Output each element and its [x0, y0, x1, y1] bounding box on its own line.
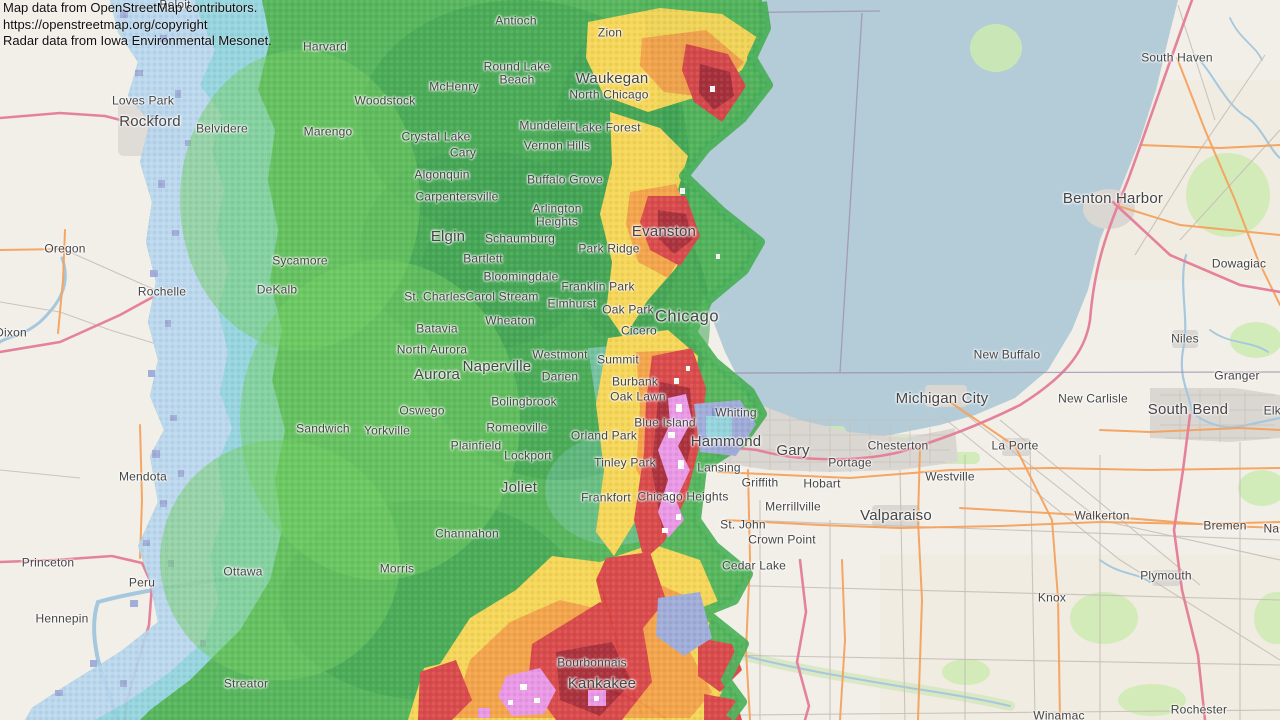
attribution-copyright-url: https://openstreetmap.org/copyright [3, 16, 208, 32]
attribution: Map data from OpenStreetMap contributors… [3, 0, 272, 50]
minor-roads [0, 4, 1280, 720]
attribution-radar: Radar data from Iowa Environmental Meson… [3, 33, 272, 48]
radar-overlay [25, 0, 773, 720]
lake-michigan [640, 0, 1178, 440]
primary-roads [0, 57, 1280, 720]
attribution-osm: Map data from OpenStreetMap contributors… [3, 0, 258, 15]
